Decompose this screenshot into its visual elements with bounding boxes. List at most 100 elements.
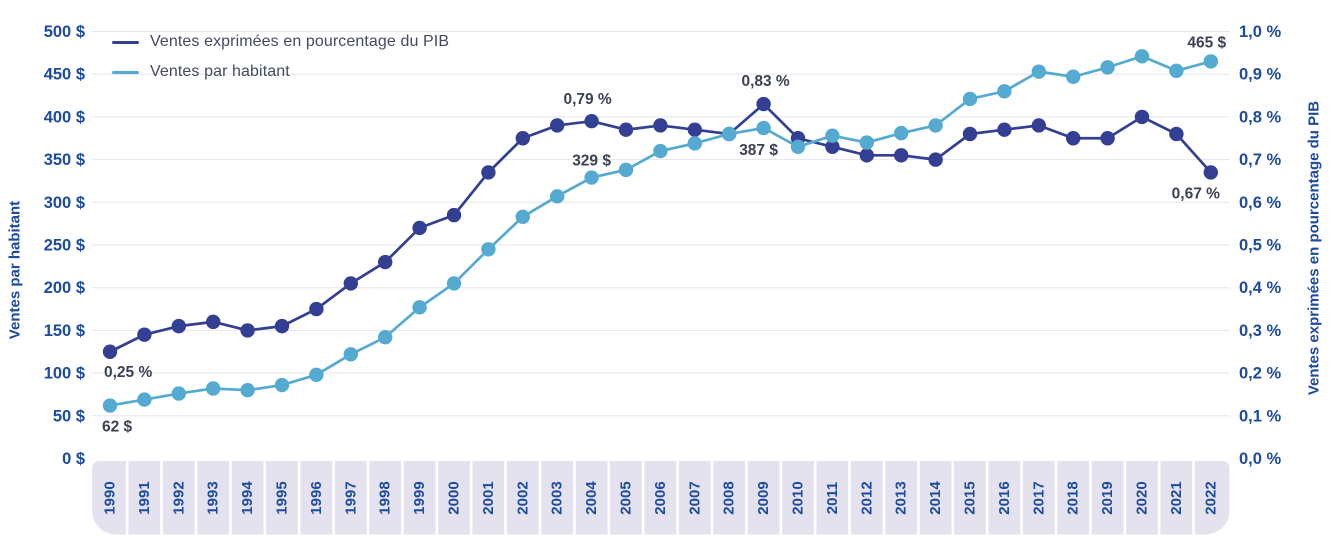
x-axis-label: 2006 — [652, 481, 669, 514]
x-axis-label: 2012 — [858, 481, 875, 514]
legend-item-pib: Ventes exprimées en pourcentage du PIB — [112, 33, 449, 51]
data-point — [515, 209, 530, 225]
data-point — [446, 207, 462, 223]
data-point — [515, 131, 530, 146]
y-axis-tick-label-right: 0,6 % — [1239, 194, 1282, 212]
data-point — [378, 330, 393, 345]
data-point — [618, 162, 634, 178]
annotation: 0,67 % — [1172, 185, 1220, 202]
legend-swatch-habitant — [112, 70, 139, 74]
right-axis-title: Ventes exprimées en pourcentage du PIB — [1305, 100, 1323, 396]
left-axis-title: Ventes par habitant — [6, 200, 24, 340]
x-axis-label: 2021 — [1168, 481, 1185, 514]
legend-label-habitant: Ventes par habitant — [150, 63, 290, 80]
data-point — [997, 122, 1012, 137]
annotation: 0,25 % — [104, 364, 152, 381]
data-point — [997, 84, 1012, 99]
data-point — [790, 139, 806, 154]
y-axis-tick-label-left: 250 $ — [44, 237, 85, 255]
y-axis-tick-label-left: 200 $ — [44, 279, 85, 297]
data-point — [274, 318, 290, 334]
data-point — [171, 318, 186, 334]
data-point — [550, 189, 565, 204]
y-axis-tick-label-left: 300 $ — [44, 194, 85, 212]
x-axis-label: 2002 — [514, 481, 531, 514]
x-axis-label: 1999 — [411, 481, 428, 514]
y-axis-tick-label-left: 400 $ — [44, 108, 85, 126]
data-point — [1169, 126, 1184, 142]
y-axis-tick-label-left: 450 $ — [44, 66, 85, 84]
data-point — [962, 91, 978, 107]
data-point — [1203, 165, 1219, 180]
x-axis-label: 2019 — [1099, 481, 1116, 514]
legend-swatch-pib — [112, 40, 139, 44]
data-point — [206, 314, 221, 330]
x-axis-label: 2013 — [893, 481, 910, 514]
data-point — [894, 148, 909, 163]
x-axis-label: 1990 — [102, 481, 119, 514]
data-point — [584, 170, 599, 185]
y-axis-tick-label-left: 500 $ — [44, 23, 85, 41]
y-axis-tick-label-right: 0,8 % — [1239, 108, 1282, 126]
x-axis-label: 2004 — [583, 481, 600, 515]
y-axis-tick-label-left: 350 $ — [44, 151, 85, 169]
x-axis-label: 2017 — [1030, 481, 1047, 514]
y-axis-tick-label-left: 50 $ — [53, 407, 85, 425]
data-point — [1134, 49, 1150, 64]
data-point — [1134, 109, 1150, 125]
data-point — [1100, 131, 1115, 146]
x-axis-label: 2014 — [927, 481, 944, 515]
x-axis-label: 2018 — [1065, 481, 1082, 514]
data-point — [584, 113, 599, 129]
data-point — [1066, 131, 1081, 146]
y-axis-tick-label-right: 0,7 % — [1239, 151, 1282, 169]
annotation: 0,79 % — [563, 91, 611, 108]
x-axis-label: 1998 — [377, 481, 394, 514]
data-point — [1066, 69, 1081, 84]
y-axis-tick-label-right: 0,9 % — [1239, 66, 1282, 84]
x-axis-label: 1991 — [136, 481, 153, 514]
data-point — [1100, 60, 1115, 75]
x-axis-label: 2020 — [1134, 481, 1151, 514]
data-point — [171, 386, 186, 401]
data-point — [1031, 118, 1047, 133]
data-point — [859, 148, 874, 163]
y-axis-tick-label-right: 0,3 % — [1239, 322, 1282, 340]
data-point — [206, 381, 221, 396]
x-axis-band — [92, 461, 1230, 535]
data-point — [1203, 54, 1219, 69]
annotation: 465 $ — [1187, 34, 1226, 51]
x-axis-label: 1994 — [239, 481, 256, 515]
legend: Ventes exprimées en pourcentage du PIB V… — [112, 33, 449, 81]
x-axis-label: 1996 — [308, 481, 325, 514]
data-point — [137, 392, 152, 407]
x-axis-label: 1997 — [342, 481, 359, 514]
y-axis-tick-label-right: 0,5 % — [1239, 237, 1282, 255]
legend-label-pib: Ventes exprimées en pourcentage du PIB — [150, 33, 450, 50]
data-point — [446, 276, 462, 291]
data-point — [412, 220, 427, 236]
series-line — [108, 102, 1213, 354]
data-point — [309, 367, 324, 383]
data-point — [653, 143, 668, 159]
data-point — [343, 347, 358, 362]
annotation: 387 $ — [739, 142, 778, 159]
data-point — [102, 398, 118, 413]
x-axis-label: 2001 — [480, 481, 497, 514]
data-point — [722, 126, 737, 142]
data-point — [240, 323, 255, 338]
y-axis-tick-label-left: 150 $ — [44, 322, 85, 340]
x-axis-label: 2016 — [996, 481, 1013, 514]
data-point — [102, 344, 118, 359]
data-point — [378, 254, 393, 270]
x-axis-label: 2015 — [962, 481, 979, 514]
data-point — [240, 382, 255, 398]
annotation: 62 $ — [102, 419, 133, 436]
data-point — [309, 301, 324, 317]
x-axis-label: 2022 — [1202, 481, 1219, 514]
x-axis-label: 2010 — [790, 481, 807, 514]
data-point — [687, 136, 702, 151]
data-point — [481, 165, 496, 180]
y-axis-tick-label-right: 0,1 % — [1239, 407, 1282, 425]
